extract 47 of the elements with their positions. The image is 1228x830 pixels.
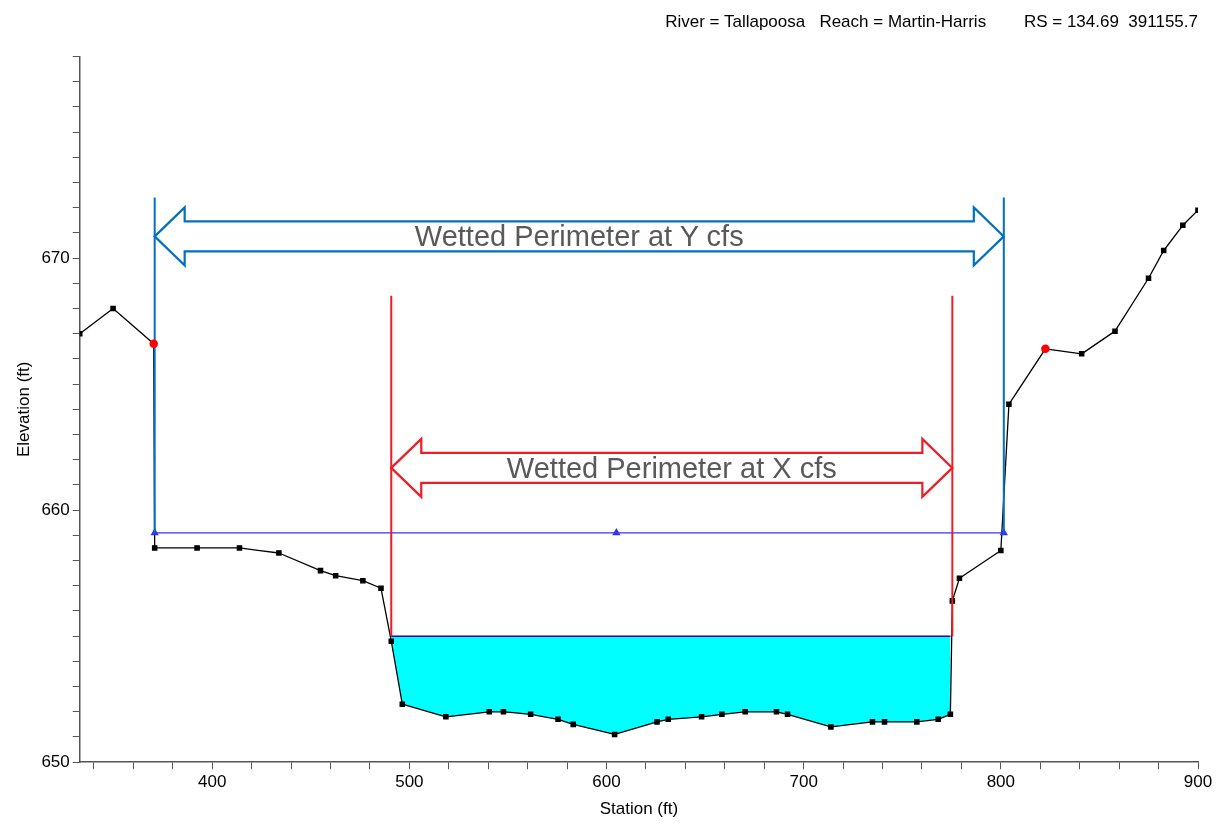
point [1180,222,1186,229]
point [914,719,920,725]
point [236,545,243,551]
point [698,714,705,720]
y-tick-label: 650 [41,751,70,771]
point [956,575,963,581]
point [935,716,941,723]
y-axis-title: Elevation (ft) [13,361,33,458]
point [1145,275,1152,281]
point [612,528,621,536]
point [665,716,672,723]
point [388,638,395,644]
point [1006,401,1012,408]
point [110,305,116,312]
annotation: Wetted Perimeter at Y cfs [414,219,744,252]
point [555,716,561,723]
point [998,547,1004,554]
x-tick-label: 400 [198,772,227,792]
point [360,577,366,584]
point [570,721,576,728]
point [773,709,780,715]
chart-title: River = Tallapoosa Reach = Martin-Harris RS = 134.69 391155.7 [665,11,1198,31]
x-tick-label: 600 [592,772,621,792]
x-axis-title: Station (ft) [599,799,679,819]
point [828,724,834,730]
x-tick-label: 500 [395,772,424,792]
point [500,709,507,715]
point [869,719,876,725]
point [1112,328,1118,334]
point [719,711,725,718]
point [151,545,158,551]
point [742,709,748,715]
y-tick-label: 660 [41,499,70,519]
point [1078,351,1085,357]
point [881,719,888,725]
y-tick-label: 670 [41,247,70,267]
x-tick-label: 900 [1183,772,1213,792]
point [443,714,449,720]
annotation: Wetted Perimeter at X cfs [506,451,837,484]
point [276,550,282,556]
x-tick-label: 800 [986,772,1016,792]
point [378,585,384,592]
x-tick-label: 700 [789,772,818,792]
point [654,719,660,725]
point [194,545,200,551]
point [399,701,406,707]
point [486,709,493,715]
